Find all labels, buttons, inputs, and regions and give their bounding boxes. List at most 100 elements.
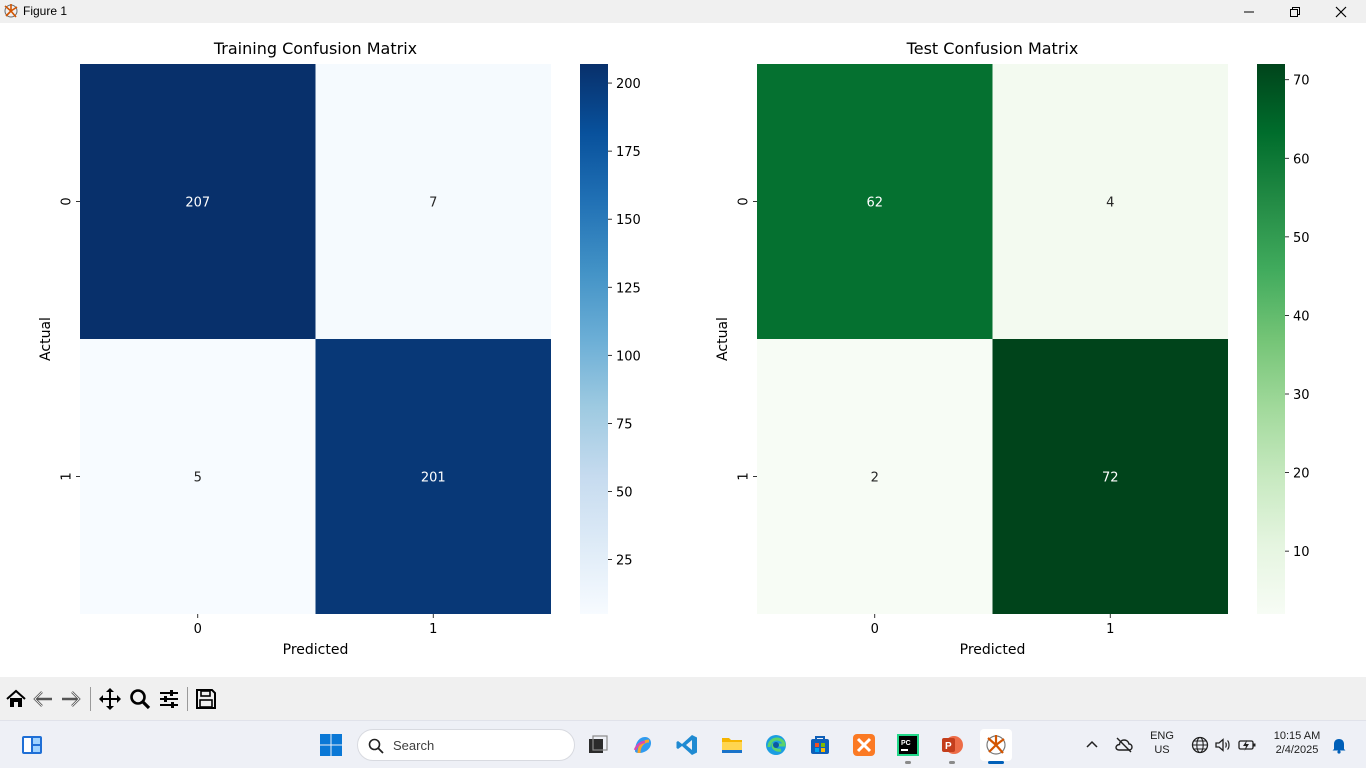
- taskbar-search[interactable]: Search: [357, 729, 575, 761]
- pycharm-icon: PC: [897, 734, 919, 756]
- clock-time: 10:15 AM: [1273, 730, 1321, 742]
- restore-button[interactable]: [1272, 0, 1318, 23]
- powerpoint-button[interactable]: P: [936, 729, 968, 764]
- folder-icon: [722, 738, 742, 753]
- store-icon: [811, 736, 829, 754]
- edge-button[interactable]: [760, 729, 792, 761]
- zoom-button[interactable]: [126, 685, 154, 713]
- close-button[interactable]: [1318, 0, 1364, 23]
- colorbar-tick-label: 75: [616, 417, 633, 432]
- cell-value-label: 62: [866, 196, 883, 211]
- matplotlib-figure-button[interactable]: [980, 729, 1012, 764]
- matplotlib-icon: [4, 4, 18, 18]
- chart-title: Training Confusion Matrix: [213, 39, 417, 58]
- language-indicator[interactable]: ENG US: [1142, 730, 1182, 756]
- chart-title: Test Confusion Matrix: [906, 39, 1079, 58]
- bell-icon: [1332, 739, 1346, 754]
- copilot-icon: [633, 737, 651, 754]
- save-button[interactable]: [192, 685, 220, 713]
- colorbar-tick-label: 10: [1293, 545, 1310, 560]
- cloud-offline-icon: [1115, 737, 1133, 753]
- minimize-button[interactable]: [1226, 0, 1272, 23]
- colorbar: [580, 64, 608, 614]
- colorbar-tick-label: 40: [1293, 309, 1310, 324]
- xampp-icon: [853, 734, 875, 756]
- window-title: Figure 1: [23, 4, 68, 18]
- copilot-button[interactable]: [627, 729, 659, 761]
- heatmap-cell: [315, 64, 551, 339]
- minimize-icon: [1244, 11, 1254, 12]
- running-indicator: [949, 761, 955, 764]
- xampp-button[interactable]: [848, 729, 880, 761]
- region-code: US: [1154, 744, 1170, 756]
- matplotlib-icon: [986, 735, 1006, 755]
- svg-text:PC: PC: [901, 740, 911, 747]
- home-icon: [6, 689, 26, 707]
- colorbar-tick-label: 200: [616, 77, 641, 92]
- pan-button[interactable]: [96, 685, 124, 713]
- clock[interactable]: 10:15 AM 2/4/2025: [1262, 730, 1332, 756]
- figure-canvas[interactable]: Training Confusion Matrix 207 7 5 201 0 1 Predi…: [0, 23, 1366, 677]
- x-tick-label: 0: [871, 622, 879, 637]
- edge-icon: [766, 735, 786, 755]
- notifications-button[interactable]: [1323, 729, 1355, 761]
- x-tick-label: 1: [1106, 622, 1114, 637]
- network-button[interactable]: [1184, 729, 1216, 761]
- colorbar-tick-label: 150: [616, 213, 641, 228]
- volume-button[interactable]: [1207, 729, 1239, 761]
- running-indicator: [905, 761, 911, 764]
- chevron-up-icon: [1086, 740, 1098, 748]
- battery-charging-icon: [1238, 740, 1256, 751]
- start-button[interactable]: [315, 729, 347, 761]
- configure-subplots-button[interactable]: [155, 685, 183, 713]
- back-button[interactable]: [29, 685, 57, 713]
- windows-start-icon: [320, 734, 342, 756]
- colorbar: [1257, 64, 1285, 614]
- widgets-icon: [22, 736, 42, 754]
- y-tick-label: 1: [737, 472, 752, 480]
- colorbar-tick-label: 125: [616, 281, 641, 296]
- widgets-button[interactable]: [16, 729, 48, 761]
- y-tick-label: 0: [60, 197, 75, 205]
- forward-icon: [62, 691, 81, 707]
- clock-date: 2/4/2025: [1275, 744, 1319, 756]
- colorbar-tick-label: 20: [1293, 467, 1310, 482]
- vscode-icon: [676, 735, 697, 755]
- save-icon: [196, 689, 216, 709]
- vscode-button[interactable]: [671, 729, 703, 761]
- taskbar: Search: [0, 720, 1366, 768]
- window-titlebar: Figure 1: [0, 0, 1366, 23]
- y-tick-label: 1: [60, 472, 75, 480]
- svg-text:P: P: [945, 741, 952, 752]
- y-tick-label: 0: [737, 197, 752, 205]
- search-placeholder: Search: [393, 738, 435, 753]
- pan-icon: [99, 688, 121, 710]
- colorbar-tick-label: 175: [616, 145, 641, 160]
- store-button[interactable]: [804, 729, 836, 761]
- task-view-button[interactable]: [582, 729, 614, 761]
- colorbar-tick-label: 70: [1293, 74, 1310, 89]
- heatmap-cell: [315, 339, 551, 614]
- back-icon: [33, 691, 52, 707]
- pycharm-button[interactable]: PC: [892, 729, 924, 764]
- colorbar-tick-label: 50: [1293, 231, 1310, 246]
- heatmap-cell: [80, 339, 316, 614]
- file-explorer-button[interactable]: [716, 729, 748, 761]
- colorbar-tick-label: 30: [1293, 388, 1310, 403]
- show-hidden-icons-button[interactable]: [1076, 729, 1108, 761]
- battery-button[interactable]: [1231, 729, 1263, 761]
- onedrive-button[interactable]: [1108, 729, 1140, 761]
- y-axis-label: Actual: [38, 317, 54, 361]
- globe-icon: [1191, 736, 1209, 754]
- colorbar-tick-label: 100: [616, 349, 641, 364]
- cell-value-label: 201: [421, 471, 446, 486]
- powerpoint-icon: P: [942, 736, 963, 754]
- configure-subplots-icon: [160, 690, 178, 708]
- colorbar-tick-label: 60: [1293, 152, 1310, 167]
- colorbar-tick-label: 25: [616, 554, 633, 569]
- zoom-icon: [130, 689, 151, 710]
- x-tick-label: 1: [429, 622, 437, 637]
- home-button[interactable]: [2, 685, 30, 713]
- forward-button[interactable]: [57, 685, 85, 713]
